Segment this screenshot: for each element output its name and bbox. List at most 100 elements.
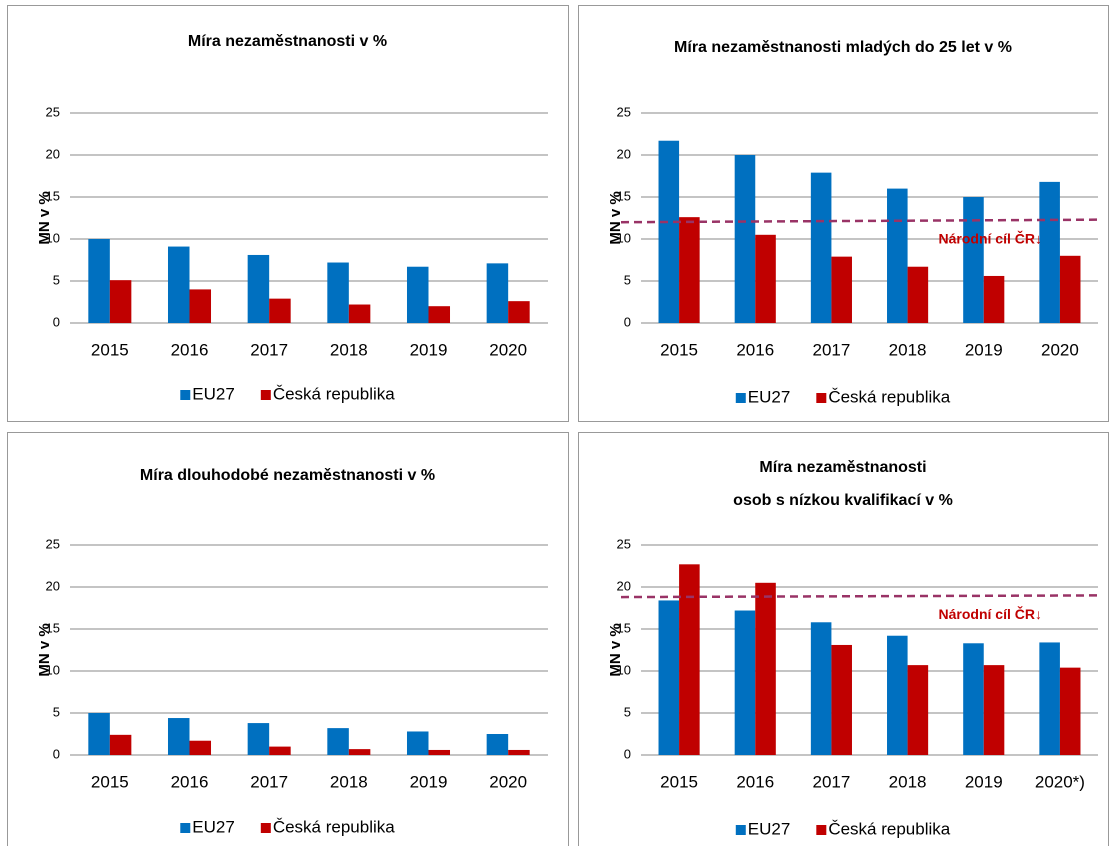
legend-swatch xyxy=(260,390,271,400)
chart-title: Míra dlouhodobé nezaměstnanosti v % xyxy=(140,467,435,484)
y-axis-label: MN v % xyxy=(607,191,624,244)
bar xyxy=(658,600,680,755)
x-tick-label: 2020 xyxy=(489,340,527,359)
y-tick-label: 15 xyxy=(46,188,60,203)
bar xyxy=(831,256,852,323)
x-tick-label: 2020*) xyxy=(1035,772,1085,791)
bar xyxy=(810,172,832,323)
x-tick-label: 2020 xyxy=(489,772,527,791)
bar xyxy=(734,155,756,323)
target-label: Národní cíl ČR↓ xyxy=(939,605,1042,622)
y-tick-label: 20 xyxy=(617,146,631,161)
y-tick-label: 10 xyxy=(46,230,60,245)
chart-title: Míra nezaměstnanosti xyxy=(759,459,926,476)
bar xyxy=(189,740,212,755)
x-tick-label: 2020 xyxy=(1041,340,1079,359)
bar xyxy=(831,644,852,755)
x-tick-label: 2016 xyxy=(171,772,209,791)
y-tick-label: 10 xyxy=(46,662,60,677)
bar xyxy=(109,734,132,755)
y-tick-label: 5 xyxy=(53,704,60,719)
x-tick-label: 2017 xyxy=(250,340,288,359)
y-tick-label: 25 xyxy=(617,104,631,119)
legend: EU27 Česká republika xyxy=(180,817,395,836)
legend-swatch xyxy=(735,825,746,835)
bar xyxy=(348,304,371,323)
y-tick-label: 25 xyxy=(46,536,60,551)
legend-swatch xyxy=(816,393,827,403)
x-tick-label: 2017 xyxy=(250,772,288,791)
y-tick-label: 15 xyxy=(617,620,631,635)
bar xyxy=(983,275,1005,323)
chart-panel: Míra nezaměstnanosti v % 0 5 10 15 20 25 MN v %… xyxy=(7,5,569,422)
x-tick-label: 2015 xyxy=(660,340,698,359)
bar xyxy=(508,749,530,755)
bar xyxy=(428,749,451,755)
legend-label: Česká republika xyxy=(273,384,395,403)
x-tick-label: 2016 xyxy=(736,772,774,791)
bar xyxy=(679,564,700,755)
legend-swatch xyxy=(180,823,191,833)
bar xyxy=(406,266,429,323)
chart-panel: Míra dlouhodobé nezaměstnanosti v % 0 5 10 1… xyxy=(7,432,569,846)
legend-swatch xyxy=(735,393,746,403)
chart-panel: Míra nezaměstnanosti mladých do 25 let v… xyxy=(578,5,1109,422)
x-tick-label: 2019 xyxy=(965,772,1003,791)
chart-title: osob s nízkou kvalifikací v % xyxy=(733,492,953,509)
target-line xyxy=(620,594,1099,599)
y-tick-label: 0 xyxy=(53,314,60,329)
x-tick-label: 2019 xyxy=(410,772,448,791)
bar xyxy=(167,246,190,323)
bar xyxy=(907,665,929,755)
panel-border xyxy=(578,432,1109,846)
bar xyxy=(983,665,1005,755)
y-tick-label: 0 xyxy=(624,314,631,329)
legend-label: Česká republika xyxy=(828,387,950,406)
bar xyxy=(428,306,451,323)
y-tick-label: 5 xyxy=(624,272,631,287)
legend-swatch xyxy=(816,825,827,835)
y-axis-label: MN v % xyxy=(36,191,53,244)
y-tick-label: 15 xyxy=(46,620,60,635)
bar xyxy=(887,635,908,755)
x-tick-label: 2019 xyxy=(410,340,448,359)
y-tick-label: 15 xyxy=(617,188,631,203)
chart-title: Míra nezaměstnanosti v % xyxy=(188,33,387,50)
bar xyxy=(348,749,371,755)
y-axis-label: MN v % xyxy=(607,623,624,676)
bar xyxy=(109,280,132,323)
bar xyxy=(1039,181,1060,323)
bar xyxy=(327,262,349,323)
legend-swatch xyxy=(260,823,271,833)
x-tick-label: 2015 xyxy=(91,340,129,359)
bar xyxy=(755,582,776,755)
bar xyxy=(810,622,832,755)
y-tick-label: 20 xyxy=(46,578,60,593)
bar xyxy=(887,188,908,323)
bar xyxy=(1059,667,1081,755)
panel-border xyxy=(7,432,569,846)
bar xyxy=(734,610,756,755)
target-label: Národní cíl ČR↓ xyxy=(939,229,1042,246)
bar xyxy=(907,266,929,323)
x-tick-label: 2015 xyxy=(660,772,698,791)
panel-border xyxy=(578,5,1109,422)
y-tick-label: 5 xyxy=(624,704,631,719)
bar xyxy=(658,140,680,323)
x-tick-label: 2018 xyxy=(889,772,927,791)
legend: EU27 Česká republika xyxy=(180,384,395,403)
bar xyxy=(189,289,212,323)
chart-panel: Míra nezaměstnanosti osob s nízkou kvalif… xyxy=(578,432,1109,846)
y-tick-label: 5 xyxy=(53,272,60,287)
bar xyxy=(963,197,984,323)
x-tick-label: 2019 xyxy=(965,340,1003,359)
legend-label: Česká republika xyxy=(828,819,950,838)
legend-label: EU27 xyxy=(748,387,791,406)
bar xyxy=(247,723,270,755)
y-tick-label: 25 xyxy=(617,536,631,551)
target-line xyxy=(620,218,1099,224)
x-tick-label: 2015 xyxy=(91,772,129,791)
bar xyxy=(327,728,349,755)
y-tick-label: 10 xyxy=(617,662,631,677)
